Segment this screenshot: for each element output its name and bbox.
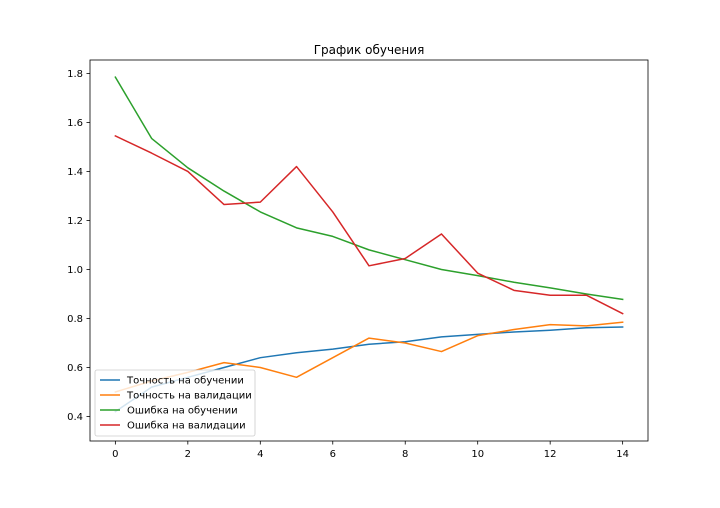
y-tick-label: 0.8 <box>67 314 83 325</box>
legend-label-3: Ошибка на обучении <box>127 406 238 417</box>
y-tick-label: 1.0 <box>67 265 83 276</box>
x-tick-label: 14 <box>616 449 629 460</box>
x-tick-label: 2 <box>185 449 191 460</box>
legend-label-2: Точность на валидации <box>126 391 252 402</box>
y-tick-label: 0.4 <box>67 412 83 423</box>
legend: Точность на обучении Точность на валидаци… <box>94 369 256 437</box>
y-tick-label: 0.6 <box>67 363 83 374</box>
x-tick-label: 8 <box>402 449 408 460</box>
y-tick-label: 1.8 <box>67 69 83 80</box>
y-tick-label: 1.2 <box>67 216 83 227</box>
legend-label-4: Ошибка на валидации <box>127 421 246 432</box>
x-tick-label: 0 <box>112 449 118 460</box>
x-tick-label: 12 <box>544 449 557 460</box>
y-tick-label: 1.4 <box>67 167 83 178</box>
series-line-4 <box>114 134 624 315</box>
series-line-3 <box>114 76 624 301</box>
series-line-2 <box>114 321 624 393</box>
x-tick-label: 4 <box>257 449 263 460</box>
axes: 0 2 4 6 8 10 12 14 0.4 0.6 0.8 1.0 1.2 1.4 1.6 1.8 <box>67 59 649 460</box>
chart-title: График обучения <box>314 43 425 57</box>
y-tick-label: 1.6 <box>67 118 83 129</box>
x-tick-label: 10 <box>471 449 484 460</box>
x-tick-label: 6 <box>330 449 336 460</box>
axes-frame <box>89 59 649 442</box>
legend-box <box>94 369 256 437</box>
legend-label-1: Точность на обучении <box>126 376 244 387</box>
